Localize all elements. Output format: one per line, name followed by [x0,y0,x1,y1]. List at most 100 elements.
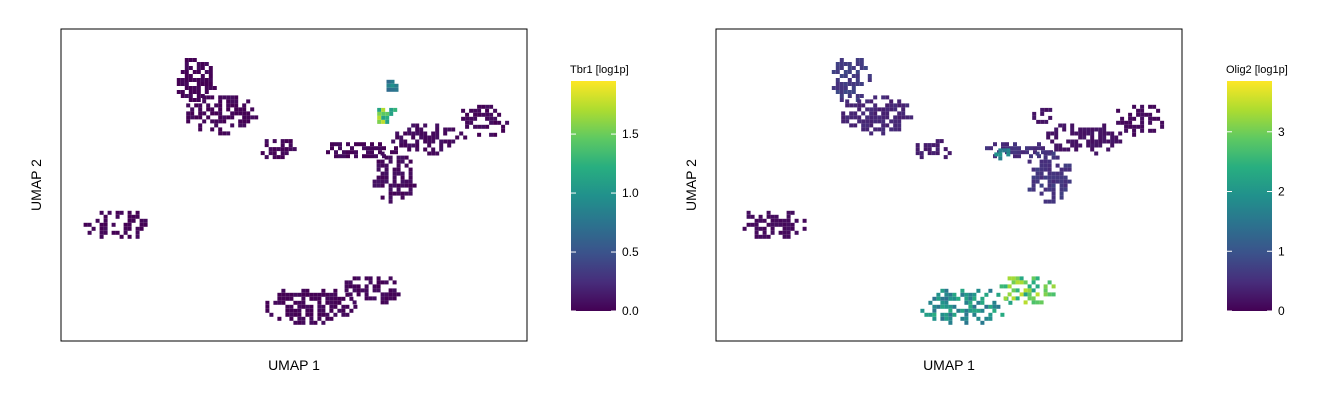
hexbin-cell [364,292,369,297]
hexbin-cell [404,155,409,160]
hexbin-cell [288,143,293,148]
hexbin-cell [408,167,413,172]
hexbin-cell [1051,191,1056,196]
hexbin-cell [293,308,298,313]
hexbin-cell [853,103,858,108]
hexbin-cell [897,103,902,108]
hexbin-cell [208,82,213,86]
hexbin-cell [758,234,763,239]
hexbin-cell [1136,108,1141,113]
hexbin-cell [423,123,428,128]
hexbin-cell [396,292,401,297]
hexbin-cell [1054,131,1059,136]
hexbin-cell [214,123,219,128]
hexbin-cell [960,292,965,297]
hexbin-cell [843,62,848,66]
hexbin-cell [940,300,945,305]
hexbin-cell [455,135,460,140]
hexbin-cell [1059,195,1064,200]
hexbin-cell [297,308,302,313]
hexbin-cell [176,90,181,94]
hexbin-cell [993,142,997,147]
hexbin-cell [869,99,874,104]
hexbin-cell [377,107,382,112]
hexbin-cell [305,304,310,309]
hexbin-cell [321,312,326,317]
hexbin-cell [873,95,878,100]
hexbin-cell [1031,179,1036,184]
hexbin-cell [865,115,870,120]
hexbin-cell [388,276,393,281]
hexbin-cell [770,222,775,227]
hexbin-cell [190,111,195,116]
hexbin-cell [1140,128,1145,133]
hexbin-cell [1044,119,1049,124]
hexbin-cell [497,120,502,125]
hexbin-cell [392,288,397,293]
hexbin-cell [873,115,878,120]
hexbin-cell [1031,280,1036,285]
hexbin-cell [289,316,294,321]
hexbin-cell [1017,150,1021,155]
hexbin-cell [99,210,104,215]
colorbar-ticks: 0 1 2 3 [1227,125,1285,318]
hexbin-cell [505,120,510,125]
hexbin-cell [139,222,144,227]
hexbin-cell [277,292,282,297]
hexbin-cell [1116,120,1121,125]
hexbin-cell [184,66,189,70]
hexbin-cell [1078,135,1083,140]
hexbin-cell [107,210,112,215]
hexbin-cell [869,115,874,120]
hexbin-cell [127,210,132,215]
hexbin-cell [1144,112,1149,117]
hexbin-cell [863,66,868,70]
hexbin-cell [380,175,385,180]
hexbin-cell [415,131,420,136]
hexbin-cell [396,155,401,160]
hexbin-cell [384,292,389,297]
hexbin-cell [384,171,389,176]
hexbin-cell [352,284,357,289]
hexbin-cell [845,115,850,120]
hexbin-cell [198,111,203,116]
hexbin-cell [198,107,203,112]
hexbin-cell [1043,167,1048,172]
hexbin-cell [309,316,314,321]
hexbin-cell [1055,171,1060,176]
hexbin-cell [301,316,306,321]
hexbin-cell [972,312,977,317]
hexbin-cell [329,316,334,321]
hexbin-cell [758,214,763,219]
hexbin-cell [214,103,219,108]
hexbin-cell [1051,155,1056,160]
hexbin-cell [226,131,231,136]
hexbin-cell [839,98,844,102]
hexbin-cell [964,320,969,325]
hexbin-cell [280,143,285,148]
hexbin-cell [1055,175,1060,180]
hexbin-cell [984,292,989,297]
hexbin-cell [786,230,791,235]
hexbin-cell [501,124,506,129]
hexbin-cell [188,90,193,94]
hexbin-cell [384,179,389,184]
hexbin-cell [386,83,391,88]
hexbin-cell [956,296,961,301]
hexbin-cell [119,234,124,239]
hexbin-cell [200,62,205,66]
hexbin-cell [901,111,906,116]
hexbin-cell [190,107,195,112]
hexbin-cell [931,151,936,156]
hexbin-cell [928,312,933,317]
hexbin-cell [301,300,306,305]
hexbin-cell [885,103,890,108]
hexbin-cell [348,284,353,289]
hexbin-cell [103,222,108,227]
hexbin-cell [338,142,342,147]
hexbin-cell [330,142,334,147]
hexbin-cell [881,115,886,120]
hexbin-cell [1054,135,1059,140]
hexbin-cell [948,292,953,297]
hexbin-cell [742,226,747,231]
